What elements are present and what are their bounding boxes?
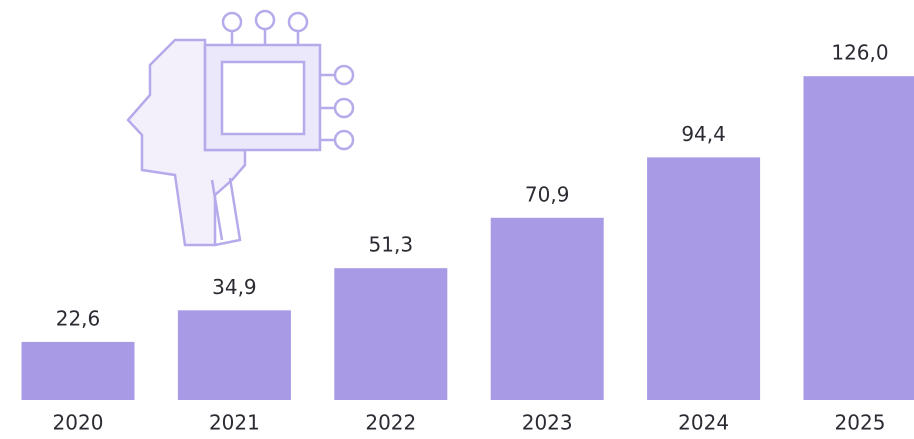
value-label: 34,9 xyxy=(212,275,257,299)
value-label: 70,9 xyxy=(525,182,570,206)
x-tick-label: 2020 xyxy=(53,411,104,435)
value-label: 126,0 xyxy=(831,41,888,65)
x-tick-label: 2025 xyxy=(835,411,886,435)
value-label: 22,6 xyxy=(56,306,101,330)
bar xyxy=(334,268,448,400)
bar xyxy=(647,157,761,400)
value-label: 51,3 xyxy=(369,233,414,257)
x-tick-label: 2024 xyxy=(678,411,729,435)
x-tick-label: 2021 xyxy=(209,411,260,435)
bar xyxy=(803,76,914,401)
bar xyxy=(21,341,135,400)
x-tick-label: 2022 xyxy=(365,411,416,435)
bar xyxy=(177,310,291,400)
x-tick-label: 2023 xyxy=(522,411,573,435)
bar xyxy=(490,217,604,400)
value-label: 94,4 xyxy=(681,122,726,146)
ai-head-icon xyxy=(126,9,355,247)
